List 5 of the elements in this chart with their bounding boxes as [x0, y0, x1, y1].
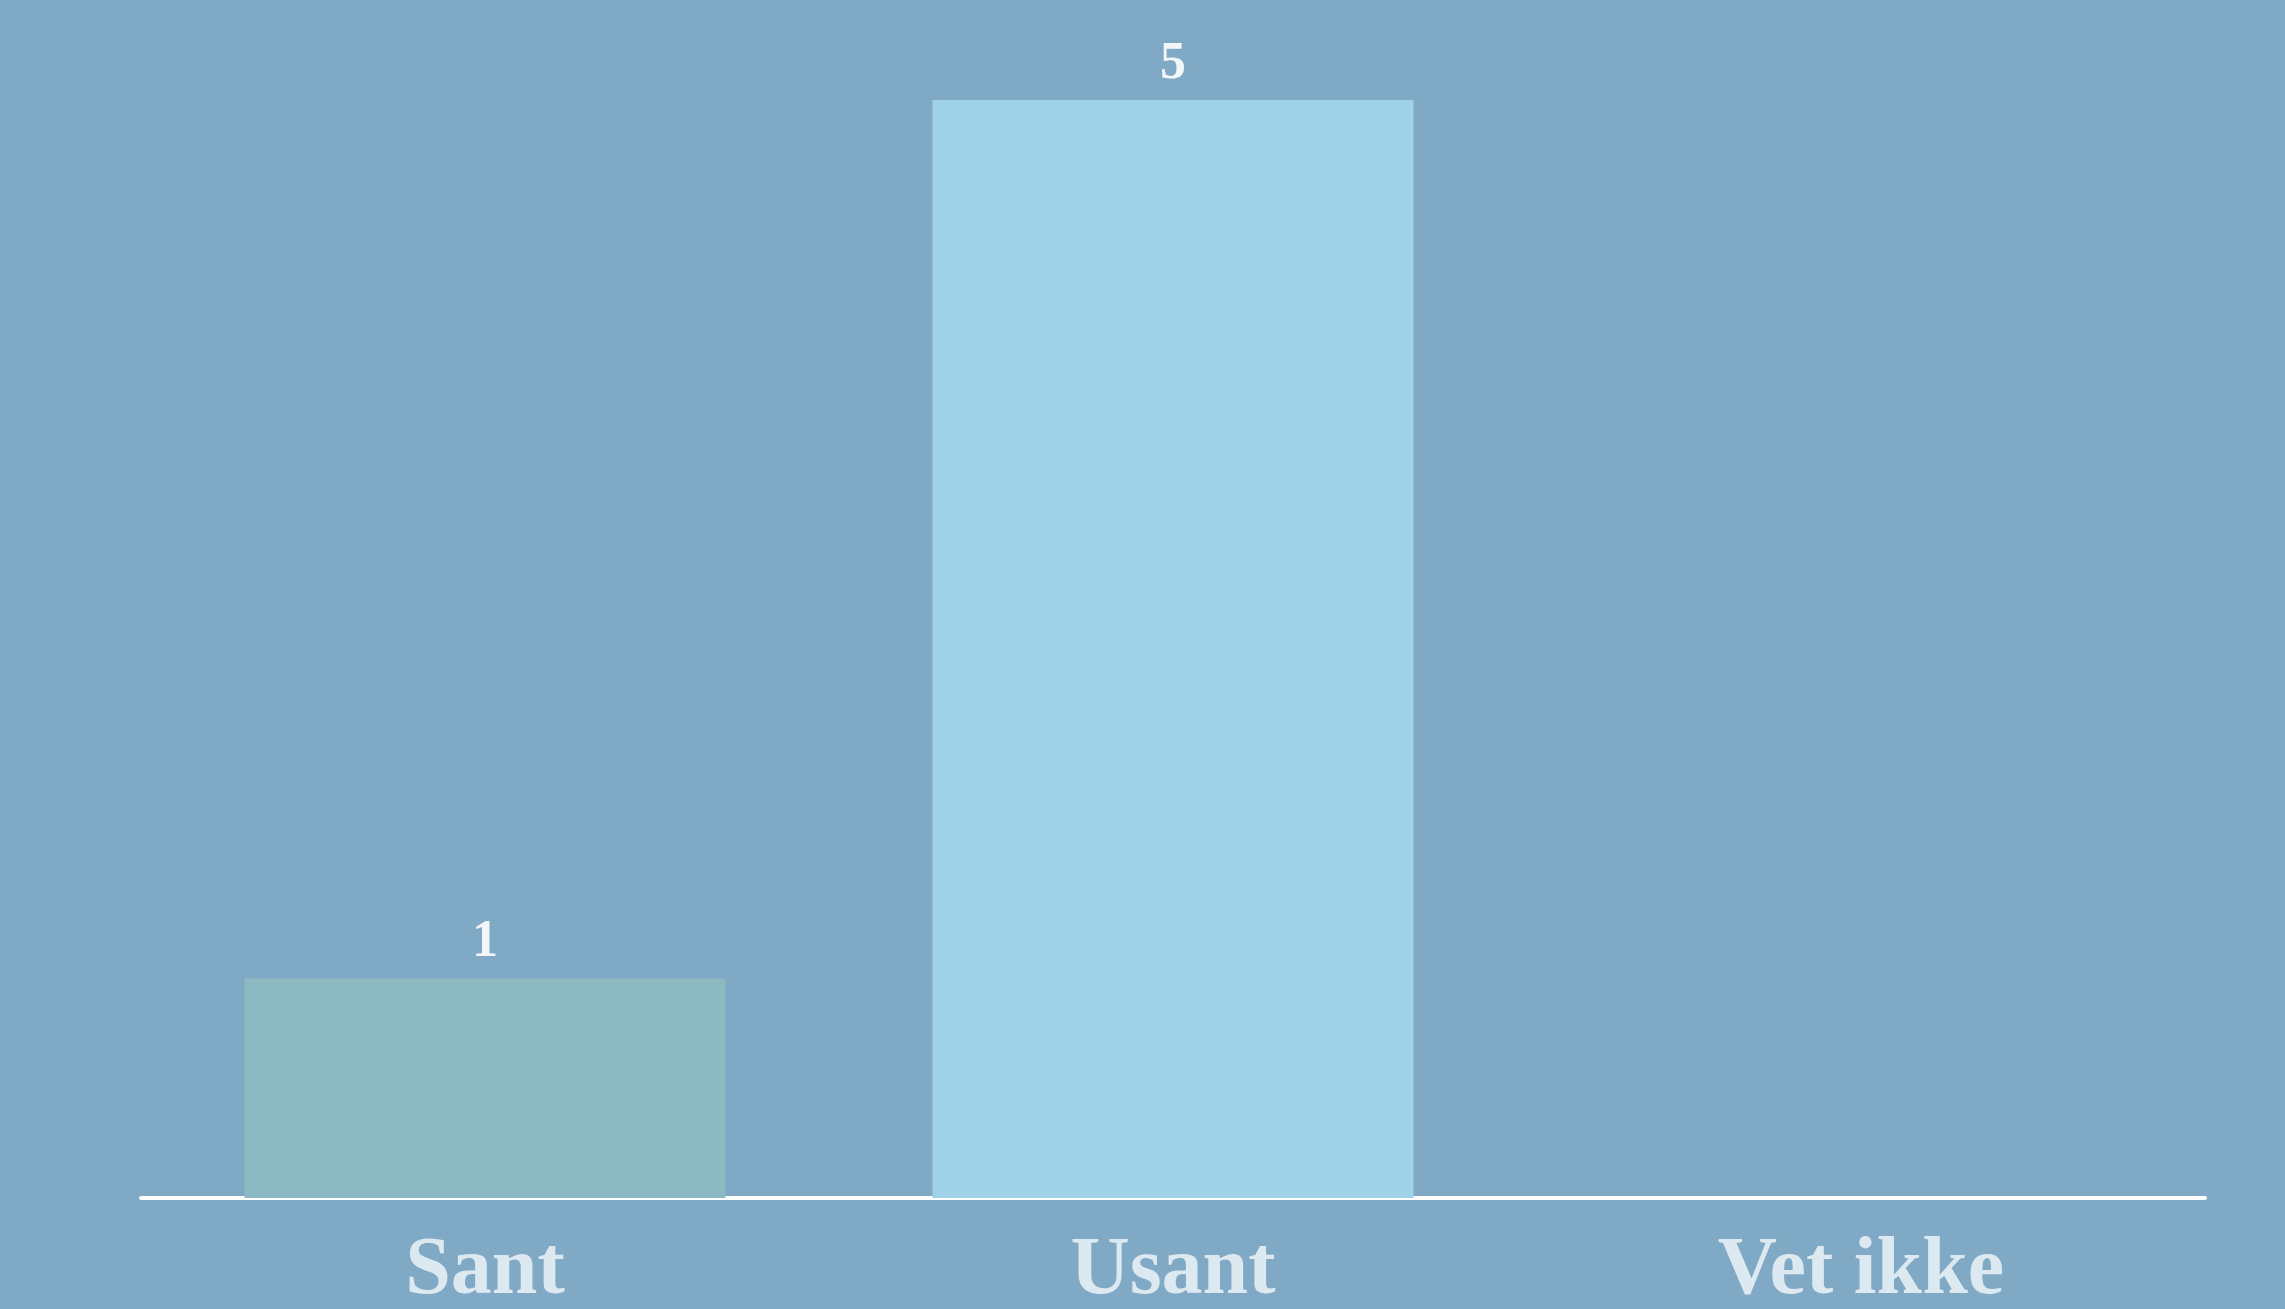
x-tick-label: Vet ikke: [1717, 1219, 2005, 1309]
x-tick-label: Sant: [405, 1219, 565, 1309]
data-label: 1: [472, 909, 498, 967]
x-tick-label: Usant: [1070, 1219, 1276, 1309]
data-label: 5: [1160, 31, 1186, 89]
